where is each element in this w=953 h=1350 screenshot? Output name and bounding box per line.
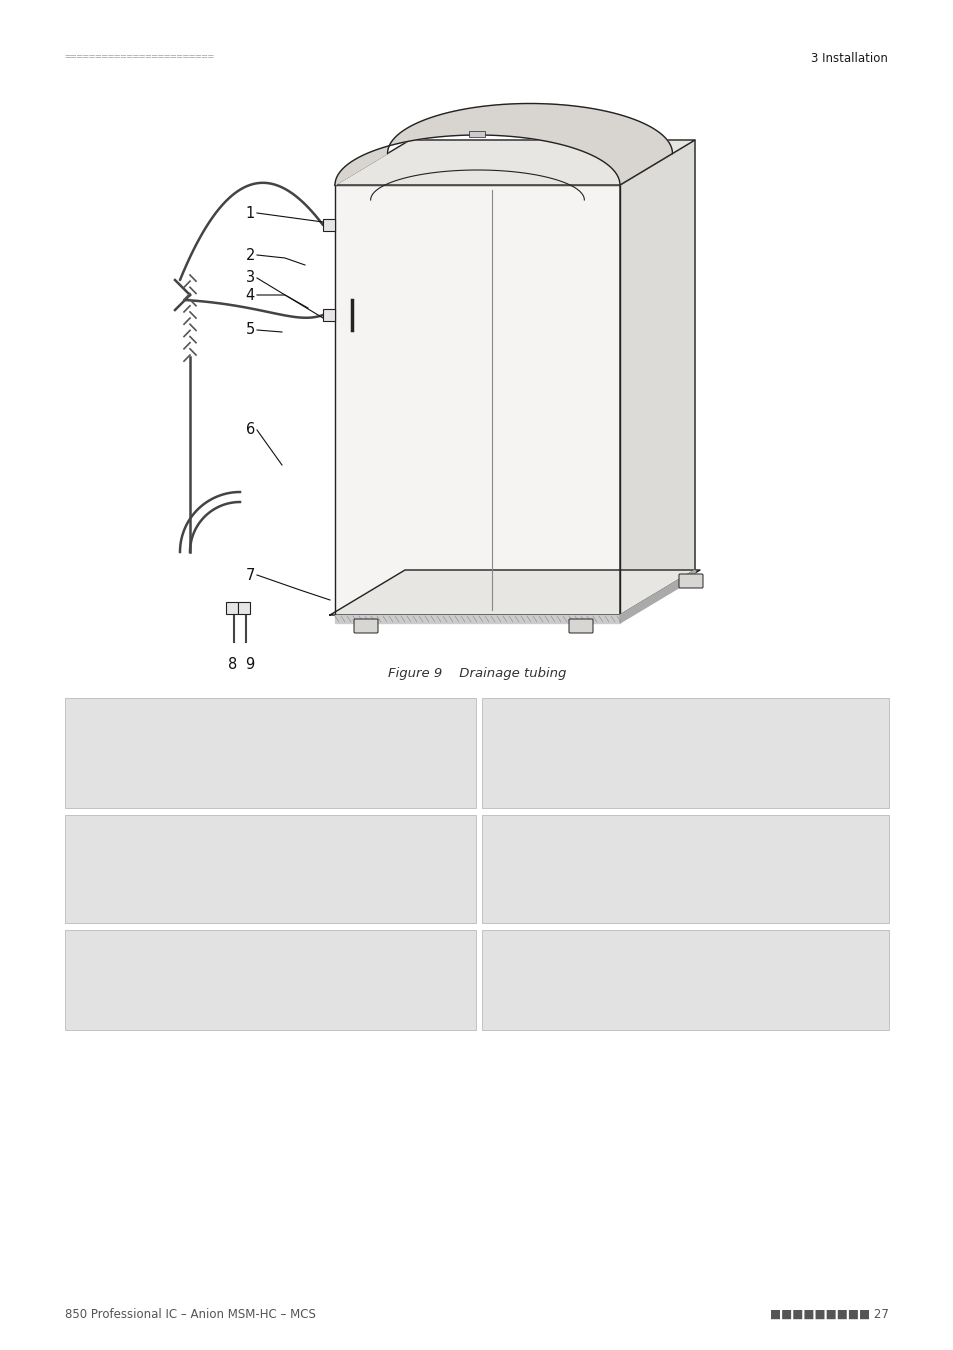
- Bar: [65, 930, 476, 1030]
- Bar: [481, 815, 888, 923]
- Text: 7: 7: [245, 567, 254, 582]
- Bar: [481, 698, 888, 809]
- FancyBboxPatch shape: [354, 620, 377, 633]
- Text: 2: 2: [245, 247, 254, 262]
- Text: 3: 3: [77, 828, 95, 840]
- Bar: [65, 815, 476, 923]
- Text: 4: 4: [196, 975, 206, 988]
- Text: Y connector 6.1807.010: Y connector 6.1807.010: [97, 942, 274, 954]
- Polygon shape: [619, 140, 695, 616]
- Text: Section of the 6.1816.020 silicon tubing.
Guides escaped fluid to the leak senso: Section of the 6.1816.020 silicon tubing…: [514, 960, 767, 990]
- Text: ) and (9-: ) and (9-: [127, 975, 180, 988]
- Text: Drainage tubing: Drainage tubing: [514, 828, 635, 840]
- Text: 8: 8: [228, 657, 237, 672]
- Text: 4: 4: [494, 828, 512, 840]
- Text: Drainage tubing: Drainage tubing: [514, 942, 635, 954]
- Text: For connecting the two drainage tubings: For connecting the two drainage tubings: [97, 960, 351, 973]
- Text: Figure 9    Drainage tubing: Figure 9 Drainage tubing: [388, 667, 565, 680]
- Text: 3 Installation: 3 Installation: [810, 53, 887, 65]
- Text: 1: 1: [77, 710, 95, 724]
- Polygon shape: [619, 570, 695, 622]
- Text: Drainage tubing connection: Drainage tubing connection: [97, 710, 305, 724]
- Text: 5: 5: [246, 323, 254, 338]
- Text: 4: 4: [246, 288, 254, 302]
- Polygon shape: [335, 185, 619, 616]
- Text: 6: 6: [494, 942, 512, 954]
- Bar: [323, 309, 335, 321]
- Text: Drainage tubing: Drainage tubing: [514, 710, 635, 724]
- Text: For draining escaped fluid from the detector
chamber.: For draining escaped fluid from the dete…: [97, 845, 375, 875]
- Text: 6: 6: [246, 423, 254, 437]
- Polygon shape: [335, 140, 695, 185]
- Polygon shape: [330, 570, 700, 616]
- Text: ).: ).: [205, 975, 213, 988]
- Text: 9: 9: [245, 657, 254, 672]
- Bar: [226, 602, 237, 614]
- Text: Section of the 6.1816.020 silicon tubing. For
draining escaped fluid from the de: Section of the 6.1816.020 silicon tubing…: [514, 845, 791, 892]
- Polygon shape: [335, 616, 619, 622]
- Bar: [323, 219, 335, 231]
- Text: (9-: (9-: [97, 975, 114, 988]
- Text: ■■■■■■■■■ 27: ■■■■■■■■■ 27: [769, 1308, 888, 1322]
- Text: Section of the 6.1816.020 silicon tubing. For
draining escaped fluid from the co: Section of the 6.1816.020 silicon tubing…: [514, 728, 791, 775]
- FancyBboxPatch shape: [568, 620, 593, 633]
- Text: 2: 2: [119, 975, 128, 988]
- Bar: [237, 602, 250, 614]
- Text: 1: 1: [246, 205, 254, 220]
- Text: ========================: ========================: [65, 53, 214, 62]
- Polygon shape: [335, 104, 672, 185]
- Bar: [65, 698, 476, 809]
- Text: 5: 5: [77, 942, 95, 954]
- Bar: [469, 131, 485, 136]
- Text: For draining escaped fluid from the covering
plate.: For draining escaped fluid from the cove…: [97, 728, 375, 757]
- Text: 850 Professional IC – Anion MSM-HC – MCS: 850 Professional IC – Anion MSM-HC – MCS: [65, 1308, 315, 1322]
- Text: 3: 3: [246, 270, 254, 285]
- Bar: [481, 930, 888, 1030]
- Text: 2: 2: [494, 710, 512, 724]
- Text: Drainage tubing connection: Drainage tubing connection: [97, 828, 305, 840]
- FancyBboxPatch shape: [679, 574, 702, 589]
